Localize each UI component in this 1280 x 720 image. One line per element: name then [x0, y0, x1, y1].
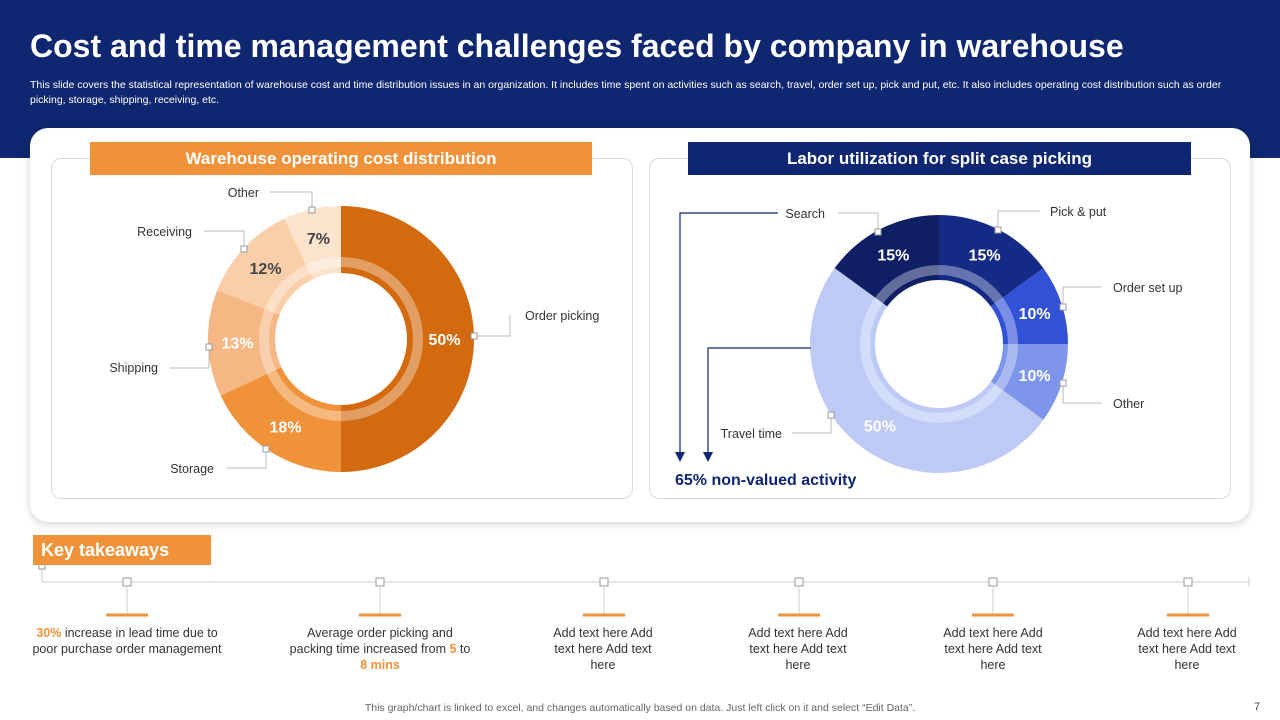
- takeaway-4: Add text here Add text here Add text her…: [748, 626, 848, 672]
- cost-chart-title: Warehouse operating cost distribution: [90, 142, 592, 175]
- labor-value-label-order-set-up: 10%: [1019, 306, 1051, 323]
- labor-value-label-travel-time: 50%: [864, 418, 896, 435]
- timeline-node-2: [375, 577, 385, 587]
- cost-callout-marker-shipping: [205, 343, 213, 351]
- cost-slice-shipping: [208, 290, 282, 396]
- cost-category-label-receiving: Receiving: [137, 225, 192, 239]
- non-valued-arrow-outer: [675, 452, 685, 462]
- labor-slice-order-set-up: [990, 268, 1068, 344]
- takeaway-3: Add text here Add text here Add text her…: [553, 626, 653, 672]
- cost-slice-receiving: [217, 218, 313, 315]
- labor-inner-ring: [860, 265, 1018, 423]
- cost-value-label-receiving: 12%: [250, 261, 282, 278]
- cost-callout-line-receiving: [204, 230, 245, 249]
- labor-callout-marker-other: [1059, 379, 1067, 387]
- cost-callout-marker-other: [308, 206, 316, 214]
- cost-slice-other: [284, 206, 341, 280]
- timeline-node-5: [988, 577, 998, 587]
- footer-note: This graph/chart is linked to excel, and…: [364, 702, 916, 714]
- labor-category-label-travel-time: Travel time: [721, 427, 782, 441]
- labor-callout-marker-pick-put: [994, 226, 1002, 234]
- labor-callout-marker-search: [874, 228, 882, 236]
- cost-category-label-shipping: Shipping: [109, 361, 158, 375]
- labor-value-label-search: 15%: [877, 247, 909, 264]
- cost-callout-line-order-picking: [474, 315, 511, 337]
- cost-callout-line-other: [270, 191, 313, 210]
- cost-value-label-storage: 18%: [270, 419, 302, 436]
- takeaway-6: Add text here Add text here Add text her…: [1137, 626, 1237, 672]
- cost-category-label-storage: Storage: [170, 462, 214, 476]
- cost-callout-marker-receiving: [240, 245, 248, 253]
- cost-category-label-other: Other: [228, 186, 259, 200]
- cost-value-label-order-picking: 50%: [428, 332, 460, 349]
- takeaway-5: Add text here Add text here Add text her…: [943, 626, 1043, 672]
- labor-callout-line-search: [838, 212, 879, 232]
- labor-slice-search: [834, 215, 939, 307]
- labor-callout-line-travel-time: [792, 415, 832, 434]
- page-title: Cost and time management challenges face…: [30, 28, 1124, 64]
- timeline-node-1: [122, 577, 132, 587]
- non-valued-arrow-inner: [703, 452, 713, 462]
- cost-value-label-other: 7%: [307, 231, 330, 248]
- timeline-node-3: [599, 577, 609, 587]
- cost-slice-order-picking: [341, 206, 474, 472]
- cost-callout-marker-storage: [262, 445, 270, 453]
- labor-category-label-other: Other: [1113, 397, 1144, 411]
- takeaway-2: Average order picking and packing time i…: [285, 625, 475, 673]
- non-valued-bracket-outer: [679, 212, 778, 455]
- takeaway-1: 30% increase in lead time due to poor pu…: [32, 625, 222, 657]
- takeaway-1-text: increase in lead time due to poor purcha…: [32, 626, 222, 656]
- timeline-node-4: [794, 577, 804, 587]
- takeaway-2-mid: to: [456, 642, 471, 656]
- non-valued-bracket-inner: [707, 347, 811, 455]
- cost-callout-marker-order-picking: [470, 332, 478, 340]
- labor-value-label-other: 10%: [1019, 368, 1051, 385]
- takeaway-2-text: Average order picking and packing time i…: [289, 626, 453, 656]
- takeaway-2-from: 5: [449, 642, 457, 656]
- labor-value-label-pick-put: 15%: [969, 247, 1001, 264]
- labor-callout-marker-order-set-up: [1059, 303, 1067, 311]
- timeline-node-6: [1183, 577, 1193, 587]
- labor-slice-pick-put: [939, 215, 1044, 307]
- cost-slice-storage: [220, 367, 341, 472]
- labor-callout-line-other: [1062, 383, 1102, 404]
- takeaway-1-highlight: 30%: [36, 626, 62, 640]
- cost-callout-line-shipping: [170, 347, 210, 369]
- labor-category-label-order-set-up: Order set up: [1113, 281, 1183, 295]
- labor-chart-title: Labor utilization for split case picking: [688, 142, 1191, 175]
- labor-callout-line-pick-put: [997, 210, 1040, 230]
- page-subtitle: This slide covers the statistical repres…: [30, 79, 1222, 106]
- labor-slice-travel-time: [810, 268, 1044, 473]
- labor-slice-other: [990, 344, 1068, 420]
- labor-category-label-pick-put: Pick & put: [1050, 205, 1107, 219]
- non-valued-activity-label: 65% non-valued activity: [675, 472, 856, 489]
- cost-callout-line-storage: [226, 449, 267, 469]
- labor-callout-marker-travel-time: [827, 411, 835, 419]
- labor-callout-line-order-set-up: [1062, 286, 1102, 307]
- cost-value-label-shipping: 13%: [222, 335, 254, 352]
- cost-category-label-order-picking: Order picking: [525, 309, 599, 323]
- labor-category-label-search: Search: [785, 207, 825, 221]
- page-number: 7: [1254, 701, 1261, 713]
- key-takeaways-label: Key takeaways: [33, 535, 211, 565]
- takeaway-2-to: 8 mins: [360, 658, 400, 672]
- cost-inner-ring: [259, 257, 423, 421]
